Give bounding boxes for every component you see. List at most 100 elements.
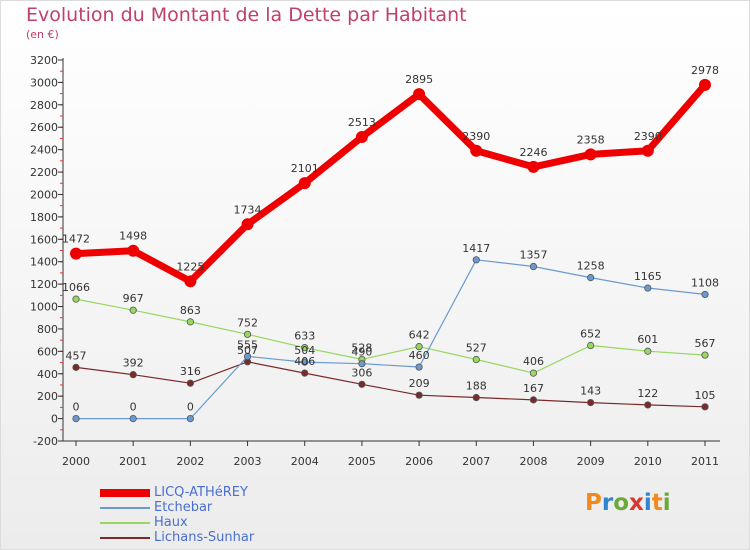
data-label: 555 [237,338,258,351]
data-point [472,355,480,364]
data-point [241,218,254,231]
x-tick-label: 2002 [176,455,204,468]
logo-letter: i [643,490,652,516]
data-point [186,414,194,423]
y-tick-label: -200 [33,435,58,448]
data-point [129,414,137,423]
legend-swatch-lichans-sunhar [100,537,150,539]
data-label: 1225 [176,260,204,273]
x-tick-label: 2003 [234,455,262,468]
y-tick-label: 2800 [30,99,58,112]
data-label: 0 [130,401,137,414]
logo-letter: o [613,490,630,516]
data-point [413,88,426,101]
x-tick-label: 2000 [62,455,90,468]
legend-item-etchebar: Etchebar [100,500,320,516]
data-point [527,160,540,173]
data-label: 2978 [691,64,719,77]
data-point [129,371,137,379]
legend-item-lichans-sunhar: Lichans-Sunhar [100,530,320,546]
y-tick-label: 2200 [30,166,58,179]
x-tick-label: 2004 [291,455,319,468]
data-label: 188 [466,380,487,393]
y-tick-label: 1200 [30,278,58,291]
data-point [72,295,80,303]
data-point [644,401,652,409]
x-tick-label: 2009 [577,455,605,468]
data-label: 143 [580,385,601,398]
data-label: 507 [237,344,258,357]
data-label: 406 [523,355,544,368]
y-tick-label: 200 [37,390,58,403]
y-tick-label: 1800 [30,211,58,224]
data-point [584,148,597,161]
data-point [415,363,423,371]
data-label: 457 [66,349,87,362]
chart-subtitle: (en €) [26,28,59,41]
data-label: 1498 [119,230,147,243]
data-point [701,290,709,299]
chart-title: Evolution du Montant de la Dette par Hab… [26,4,467,26]
data-point [699,78,711,91]
y-tick-label: 600 [37,345,58,358]
data-point [587,398,595,407]
data-label: 1357 [519,249,547,262]
x-tick-label: 2001 [119,455,147,468]
data-point [587,274,595,282]
data-label: 601 [637,333,658,346]
data-label: 105 [695,389,716,402]
data-point [644,347,652,355]
proxiti-logo: Proxiti [585,490,671,516]
y-tick-label: 0 [51,413,58,426]
data-point [415,343,423,351]
data-label: 633 [294,330,315,343]
data-label: 167 [523,382,544,395]
series-lichans-sunhar [72,358,709,411]
data-point [355,130,368,143]
data-label: 2390 [462,130,490,143]
data-label: 1417 [462,242,490,255]
data-label: 0 [73,401,80,414]
logo-letter: r [601,490,614,516]
data-label: 1165 [634,270,662,283]
x-tick-label: 2007 [462,455,490,468]
data-label: 652 [580,328,601,341]
logo-letter: i [662,490,671,516]
legend-label-lichans-sunhar: Lichans-Sunhar [154,530,255,545]
data-point [701,403,709,411]
data-label: 1472 [62,233,90,246]
series-line [75,259,706,420]
data-label: 209 [409,377,430,390]
data-point [641,144,654,157]
data-label: 642 [409,329,430,342]
series-etchebar [72,256,709,423]
legend-item-licq-atherey: LICQ-ATHéREY [100,485,320,501]
legend-item-haux: Haux [100,515,320,531]
logo-letter: x [629,490,644,516]
data-label: 0 [187,401,194,414]
data-label: 2513 [348,116,376,129]
data-label: 2246 [519,146,547,159]
legend-label-licq-atherey: LICQ-ATHéREY [154,485,248,500]
y-tick-label: 2600 [30,121,58,134]
x-tick-label: 2008 [519,455,547,468]
logo-letter: P [585,490,602,516]
data-label: 460 [409,349,430,362]
y-tick-label: 3000 [30,76,58,89]
data-label: 2101 [291,162,319,175]
legend-label-etchebar: Etchebar [154,500,213,515]
x-tick-label: 2006 [405,455,433,468]
y-tick-label: 2400 [30,144,58,157]
data-label: 863 [180,304,201,317]
y-tick-label: 400 [37,368,58,381]
data-point [127,244,140,257]
data-point [301,358,309,366]
data-label: 490 [351,346,372,359]
data-point [472,256,480,264]
data-point [470,144,483,157]
y-tick-label: 800 [37,323,58,336]
data-label: 2358 [577,133,605,146]
data-point [587,341,595,350]
data-point [184,275,197,288]
